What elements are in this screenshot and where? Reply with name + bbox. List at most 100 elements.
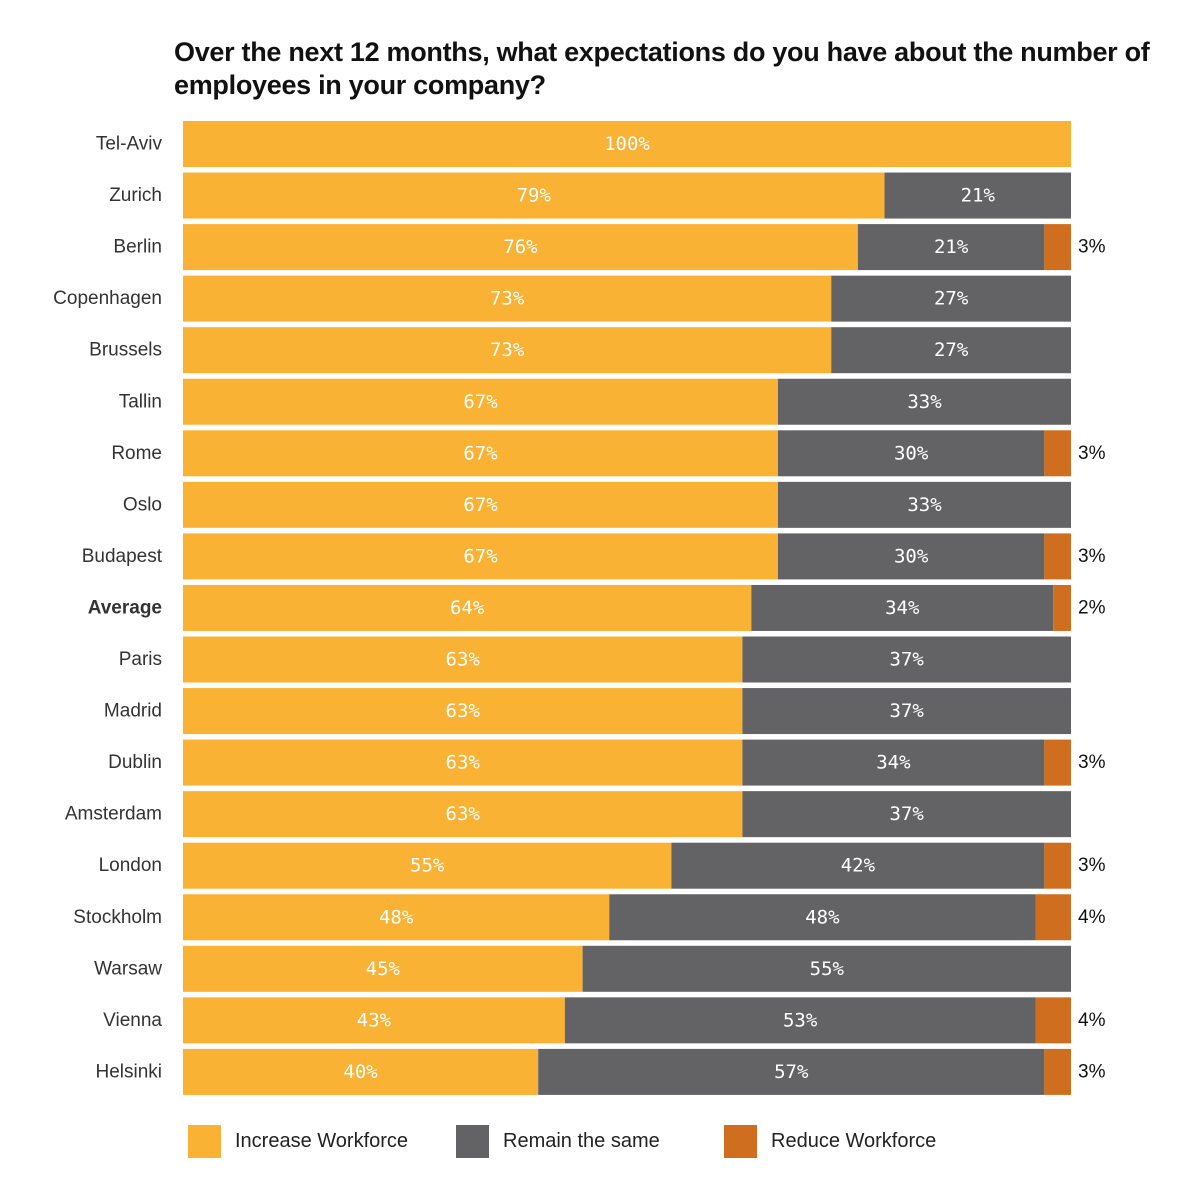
bar-remain-the-same-dublin — [742, 739, 1045, 786]
bar-reduce-workforce-average — [1053, 584, 1071, 631]
data-label-increase-workforce-warsaw: 45% — [366, 958, 401, 980]
bar-remain-the-same-london — [671, 842, 1045, 889]
stacked-bar-chart: Tel-Aviv 100% Zurich 79% 21% Berlin 76% 21% 3% Co… — [53, 121, 1106, 1095]
data-label-increase-workforce-tallin: 67% — [463, 391, 498, 413]
bar-increase-workforce-berlin — [183, 224, 858, 271]
bar-remain-the-same-brussels — [831, 327, 1071, 374]
bar-remain-the-same-oslo — [777, 481, 1071, 528]
data-label-remain-the-same-brussels: 27% — [934, 339, 969, 361]
bar-remain-the-same-madrid — [742, 688, 1071, 735]
data-label-increase-workforce-dublin: 63% — [446, 752, 481, 774]
category-label-paris: Paris — [119, 649, 162, 670]
legend-item-remain-the-same: Remain the same — [456, 1124, 660, 1158]
data-label-remain-the-same-madrid: 37% — [890, 700, 925, 722]
bar-reduce-workforce-rome — [1044, 430, 1071, 477]
data-label-increase-workforce-zurich: 79% — [517, 185, 552, 207]
data-label-increase-workforce-stockholm: 48% — [379, 906, 414, 928]
category-label-london: London — [99, 855, 162, 876]
bar-increase-workforce-tel-aviv — [183, 121, 1071, 167]
category-label-dublin: Dublin — [108, 752, 162, 773]
bar-increase-workforce-oslo — [183, 481, 778, 528]
category-label-average: Average — [88, 597, 162, 618]
data-label-remain-the-same-warsaw: 55% — [810, 958, 845, 980]
data-label-reduce-workforce-stockholm: 4% — [1078, 907, 1106, 928]
data-label-reduce-workforce-rome: 3% — [1078, 443, 1106, 464]
data-label-reduce-workforce-berlin: 3% — [1078, 237, 1106, 258]
data-label-increase-workforce-vienna: 43% — [357, 1009, 392, 1031]
data-label-increase-workforce-rome: 67% — [463, 442, 498, 464]
bar-increase-workforce-zurich — [183, 172, 885, 219]
category-label-budapest: Budapest — [82, 546, 163, 567]
bar-increase-workforce-dublin — [183, 739, 743, 786]
bar-remain-the-same-vienna — [564, 997, 1036, 1044]
bar-remain-the-same-amsterdam — [742, 791, 1071, 838]
bar-increase-workforce-budapest — [183, 533, 778, 580]
bar-increase-workforce-paris — [183, 636, 743, 683]
category-label-warsaw: Warsaw — [94, 958, 162, 979]
bar-increase-workforce-tallin — [183, 378, 778, 425]
legend-swatch-increase-workforce — [188, 1124, 221, 1158]
data-label-remain-the-same-london: 42% — [841, 855, 876, 877]
data-label-increase-workforce-average: 64% — [450, 597, 485, 619]
category-label-brussels: Brussels — [89, 340, 162, 361]
bar-reduce-workforce-budapest — [1044, 533, 1071, 580]
bar-remain-the-same-zurich — [884, 172, 1071, 219]
bar-remain-the-same-tallin — [777, 378, 1071, 425]
data-label-remain-the-same-budapest: 30% — [894, 545, 929, 567]
legend-label-increase-workforce: Increase Workforce — [235, 1129, 409, 1152]
data-label-increase-workforce-oslo: 67% — [463, 494, 498, 516]
legend-label-remain-the-same: Remain the same — [503, 1129, 660, 1152]
data-label-increase-workforce-helsinki: 40% — [343, 1061, 378, 1083]
data-label-remain-the-same-helsinki: 57% — [774, 1061, 809, 1083]
bar-reduce-workforce-helsinki — [1044, 1048, 1071, 1095]
bar-increase-workforce-warsaw — [183, 945, 583, 992]
category-label-rome: Rome — [111, 443, 162, 464]
data-label-reduce-workforce-helsinki: 3% — [1078, 1061, 1106, 1082]
data-label-remain-the-same-amsterdam: 37% — [890, 803, 925, 825]
data-label-reduce-workforce-vienna: 4% — [1078, 1010, 1106, 1031]
data-label-increase-workforce-budapest: 67% — [463, 545, 498, 567]
bar-increase-workforce-amsterdam — [183, 791, 743, 838]
bar-reduce-workforce-vienna — [1035, 997, 1071, 1044]
bar-increase-workforce-stockholm — [183, 894, 610, 941]
chart-title: Over the next 12 months, what expectatio… — [174, 37, 1150, 100]
bar-reduce-workforce-stockholm — [1035, 894, 1071, 941]
bar-increase-workforce-copenhagen — [183, 275, 832, 322]
bar-remain-the-same-copenhagen — [831, 275, 1071, 322]
legend-swatch-remain-the-same — [456, 1124, 489, 1158]
bar-remain-the-same-rome — [777, 430, 1045, 477]
bar-remain-the-same-paris — [742, 636, 1071, 683]
data-label-increase-workforce-madrid: 63% — [446, 700, 481, 722]
bar-remain-the-same-berlin — [857, 224, 1045, 271]
bar-increase-workforce-helsinki — [183, 1048, 539, 1095]
bar-increase-workforce-brussels — [183, 327, 832, 374]
category-label-stockholm: Stockholm — [73, 907, 162, 928]
bar-remain-the-same-stockholm — [609, 894, 1036, 941]
legend-item-reduce-workforce: Reduce Workforce — [724, 1124, 936, 1158]
bar-remain-the-same-budapest — [777, 533, 1045, 580]
legend-item-increase-workforce: Increase Workforce — [188, 1124, 408, 1158]
data-label-remain-the-same-stockholm: 48% — [805, 906, 840, 928]
category-label-helsinki: Helsinki — [95, 1061, 162, 1082]
bar-remain-the-same-average — [751, 584, 1054, 631]
data-label-increase-workforce-tel-aviv: 100% — [604, 133, 650, 155]
bar-remain-the-same-helsinki — [538, 1048, 1045, 1095]
category-label-tel-aviv: Tel-Aviv — [96, 134, 163, 155]
bar-reduce-workforce-dublin — [1044, 739, 1071, 786]
bar-increase-workforce-vienna — [183, 997, 565, 1044]
category-label-copenhagen: Copenhagen — [53, 288, 162, 309]
bar-reduce-workforce-berlin — [1044, 224, 1071, 271]
category-label-madrid: Madrid — [104, 701, 162, 722]
data-label-remain-the-same-copenhagen: 27% — [934, 288, 969, 310]
data-label-reduce-workforce-london: 3% — [1078, 855, 1106, 876]
data-label-reduce-workforce-budapest: 3% — [1078, 546, 1106, 567]
category-label-vienna: Vienna — [103, 1010, 162, 1031]
data-label-reduce-workforce-dublin: 3% — [1078, 752, 1106, 773]
bar-increase-workforce-london — [183, 842, 672, 889]
data-label-remain-the-same-average: 34% — [885, 597, 920, 619]
data-label-remain-the-same-tallin: 33% — [907, 391, 942, 413]
data-label-increase-workforce-copenhagen: 73% — [490, 288, 525, 310]
bar-increase-workforce-rome — [183, 430, 778, 477]
data-label-increase-workforce-london: 55% — [410, 855, 445, 877]
bar-remain-the-same-warsaw — [582, 945, 1071, 992]
